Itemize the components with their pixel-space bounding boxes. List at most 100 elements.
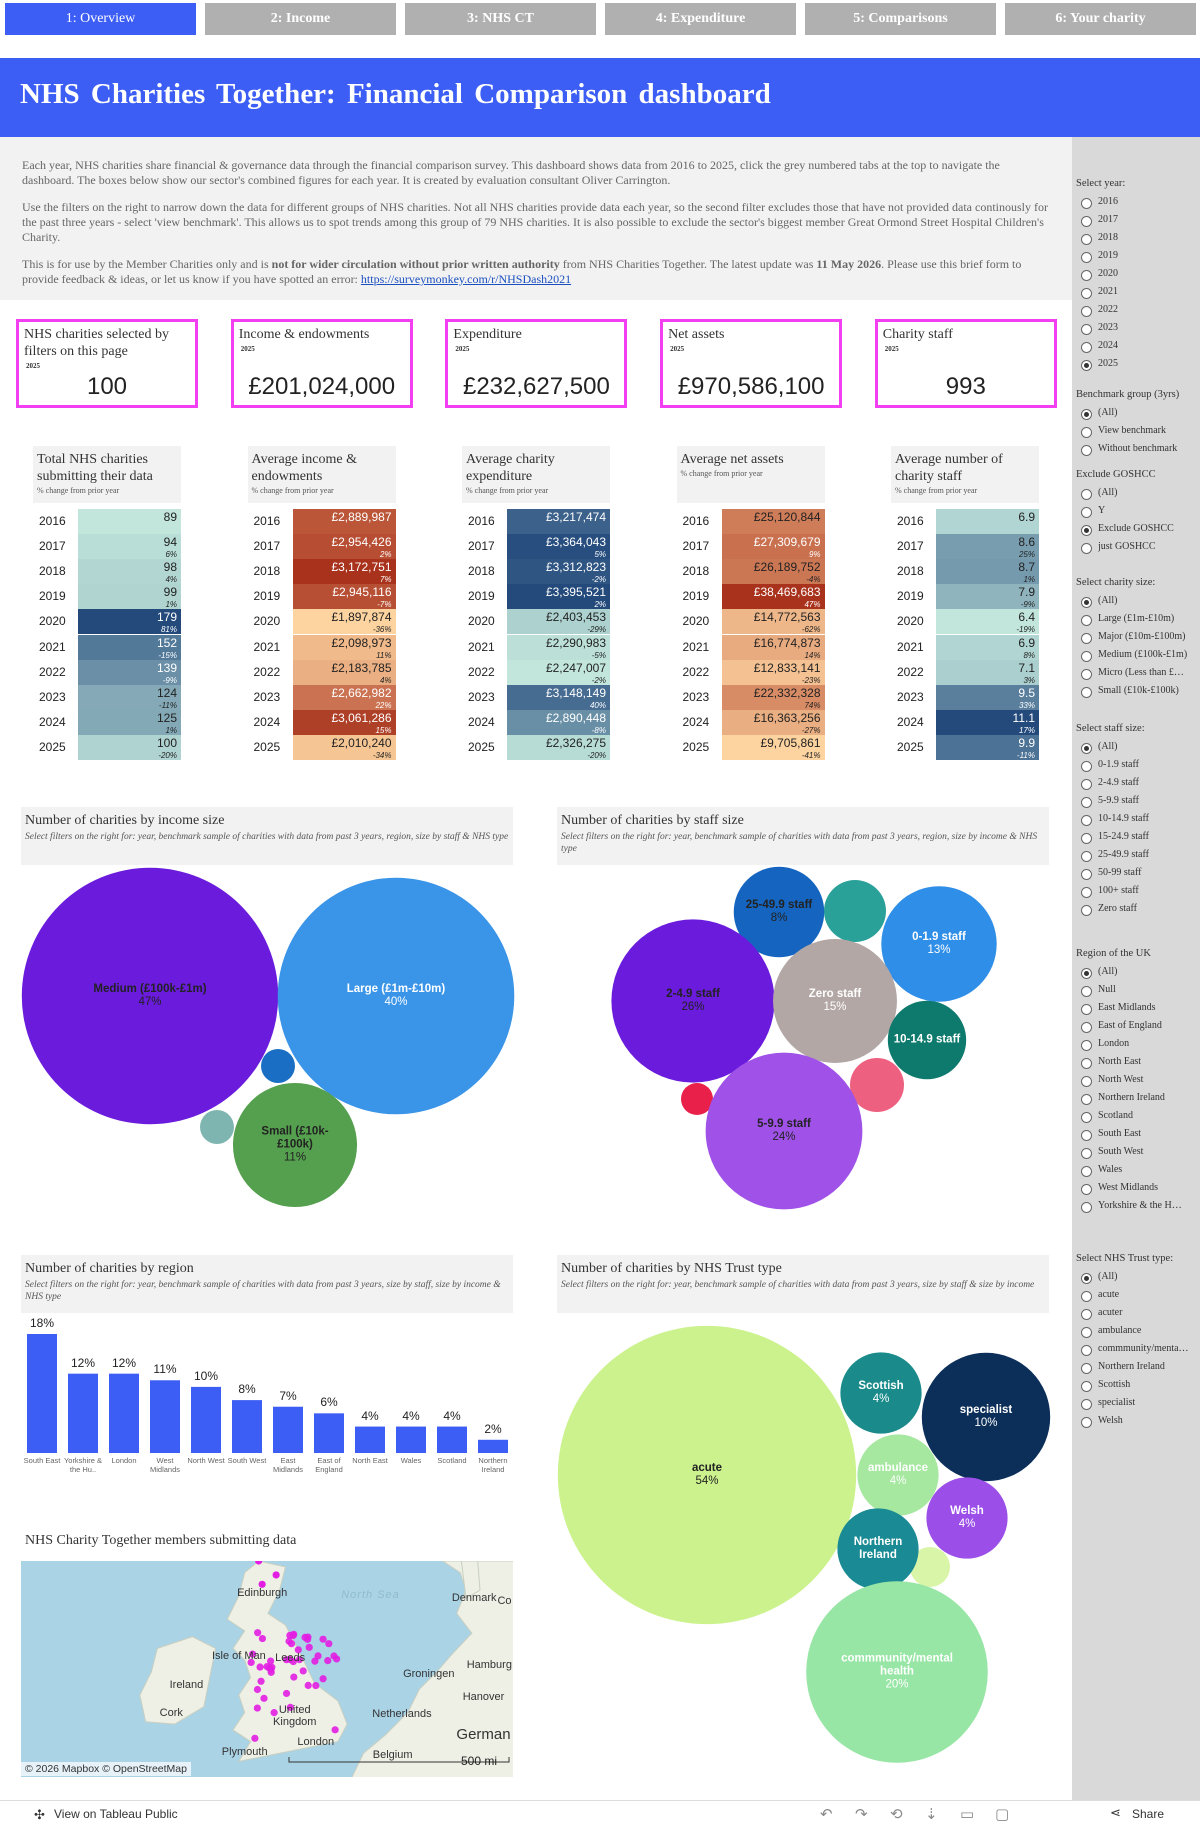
filter-option[interactable]: Without benchmark	[1098, 443, 1178, 454]
radio-button[interactable]	[1081, 1094, 1092, 1105]
radio-button[interactable]	[1081, 1130, 1092, 1141]
radio-button[interactable]	[1081, 615, 1092, 626]
radio-button[interactable]	[1081, 1291, 1092, 1302]
filter-option[interactable]: Y	[1098, 505, 1106, 516]
radio-button[interactable]	[1081, 1076, 1092, 1087]
filter-option[interactable]: South East	[1098, 1128, 1142, 1139]
nav-tab[interactable]: 3: NHS CT	[405, 3, 596, 35]
filter-option[interactable]: 5-9.9 staff	[1098, 795, 1139, 806]
filter-option[interactable]: Null	[1098, 984, 1116, 995]
filter-option[interactable]: Small (£10k-£100k)	[1098, 685, 1179, 696]
filter-option[interactable]: (All)	[1098, 407, 1118, 418]
toolbar-button[interactable]: ⇣	[925, 1805, 938, 1823]
radio-button[interactable]	[1081, 507, 1092, 518]
filter-option[interactable]: Scotland	[1098, 1110, 1133, 1121]
filter-option[interactable]: Large (£1m-£10m)	[1098, 613, 1175, 624]
radio-button[interactable]	[1081, 342, 1092, 353]
filter-option[interactable]: just GOSHCC	[1098, 541, 1156, 552]
share-button[interactable]: Share	[1132, 1807, 1165, 1821]
nav-tab[interactable]: 5: Comparisons	[805, 3, 996, 35]
radio-button[interactable]	[1081, 669, 1092, 680]
radio-button[interactable]	[1081, 869, 1092, 880]
filter-option[interactable]: View benchmark	[1098, 425, 1166, 436]
filter-option[interactable]: North East	[1098, 1056, 1142, 1067]
filter-option[interactable]: 2024	[1098, 340, 1118, 351]
filter-option[interactable]: 100+ staff	[1098, 885, 1139, 896]
radio-button[interactable]	[1081, 779, 1092, 790]
filter-option[interactable]: 2-4.9 staff	[1098, 777, 1139, 788]
radio-button[interactable]	[1081, 1148, 1092, 1159]
filter-option[interactable]: West Midlands	[1098, 1182, 1159, 1193]
radio-button[interactable]	[1081, 1022, 1092, 1033]
filter-option[interactable]: acuter	[1098, 1307, 1123, 1318]
toolbar-button[interactable]: ⟲	[890, 1805, 903, 1823]
filter-option[interactable]: 2021	[1098, 286, 1118, 297]
filter-option[interactable]: ambulance	[1098, 1325, 1142, 1336]
filter-option[interactable]: 15-24.9 staff	[1098, 831, 1149, 842]
toolbar-button[interactable]: ↶	[820, 1805, 833, 1823]
radio-button[interactable]	[1081, 489, 1092, 500]
radio-button[interactable]	[1081, 445, 1092, 456]
filter-option[interactable]: Scottish	[1098, 1379, 1131, 1390]
radio-button[interactable]	[1081, 1184, 1092, 1195]
radio-button[interactable]	[1081, 815, 1092, 826]
filter-option[interactable]: Northern Ireland	[1098, 1361, 1165, 1372]
filter-option[interactable]: 0-1.9 staff	[1098, 759, 1139, 770]
filter-option[interactable]: Major (£10m-£100m)	[1098, 631, 1186, 642]
nav-tab[interactable]: 4: Expenditure	[605, 3, 796, 35]
radio-button[interactable]	[1081, 851, 1092, 862]
filter-option[interactable]: Zero staff	[1098, 903, 1137, 914]
radio-button[interactable]	[1081, 306, 1092, 317]
radio-button[interactable]	[1081, 633, 1092, 644]
radio-button[interactable]	[1081, 687, 1092, 698]
filter-option[interactable]: 2025	[1098, 358, 1118, 369]
radio-button[interactable]	[1081, 651, 1092, 662]
filter-option[interactable]: Medium (£100k-£1m)	[1098, 649, 1188, 660]
filter-option[interactable]: 10-14.9 staff	[1098, 813, 1149, 824]
radio-button[interactable]	[1081, 1004, 1092, 1015]
radio-button[interactable]	[1081, 427, 1092, 438]
radio-button[interactable]	[1081, 288, 1092, 299]
radio-button[interactable]	[1081, 1363, 1092, 1374]
filter-option[interactable]: North West	[1098, 1074, 1144, 1085]
filter-option[interactable]: London	[1098, 1038, 1130, 1049]
survey-link[interactable]: https://surveymonkey.com/r/NHSDash2021	[360, 272, 572, 286]
nav-tab[interactable]: 1: Overview	[5, 3, 196, 35]
filter-option[interactable]: East Midlands	[1098, 1002, 1156, 1013]
radio-button[interactable]	[1081, 887, 1092, 898]
radio-button[interactable]	[1081, 1399, 1092, 1410]
toolbar-button[interactable]: ▢	[995, 1805, 1010, 1823]
radio-button[interactable]	[1081, 986, 1092, 997]
filter-option[interactable]: 2019	[1098, 250, 1118, 261]
radio-button[interactable]	[1081, 270, 1092, 281]
nav-tab[interactable]: 6: Your charity	[1005, 3, 1196, 35]
radio-button[interactable]	[1081, 360, 1092, 371]
nav-tab[interactable]: 2: Income	[205, 3, 396, 35]
radio-button[interactable]	[1081, 905, 1092, 916]
radio-button[interactable]	[1081, 1273, 1092, 1284]
radio-button[interactable]	[1081, 1345, 1092, 1356]
radio-button[interactable]	[1081, 409, 1092, 420]
filter-option[interactable]: Welsh	[1098, 1415, 1123, 1426]
radio-button[interactable]	[1081, 797, 1092, 808]
radio-button[interactable]	[1081, 216, 1092, 227]
radio-button[interactable]	[1081, 761, 1092, 772]
filter-option[interactable]: (All)	[1098, 741, 1118, 752]
radio-button[interactable]	[1081, 968, 1092, 979]
radio-button[interactable]	[1081, 198, 1092, 209]
radio-button[interactable]	[1081, 525, 1092, 536]
filter-option[interactable]: (All)	[1098, 966, 1118, 977]
filter-option[interactable]: (All)	[1098, 595, 1118, 606]
radio-button[interactable]	[1081, 1040, 1092, 1051]
filter-option[interactable]: Wales	[1098, 1164, 1123, 1175]
filter-option[interactable]: Exclude GOSHCC	[1098, 523, 1174, 534]
filter-option[interactable]: 25-49.9 staff	[1098, 849, 1149, 860]
view-on-tableau[interactable]: View on Tableau Public	[54, 1807, 178, 1821]
radio-button[interactable]	[1081, 833, 1092, 844]
filter-option[interactable]: (All)	[1098, 1271, 1118, 1282]
radio-button[interactable]	[1081, 1202, 1092, 1213]
filter-option[interactable]: 2017	[1098, 214, 1118, 225]
filter-option[interactable]: South West	[1098, 1146, 1144, 1157]
radio-button[interactable]	[1081, 743, 1092, 754]
radio-button[interactable]	[1081, 1112, 1092, 1123]
